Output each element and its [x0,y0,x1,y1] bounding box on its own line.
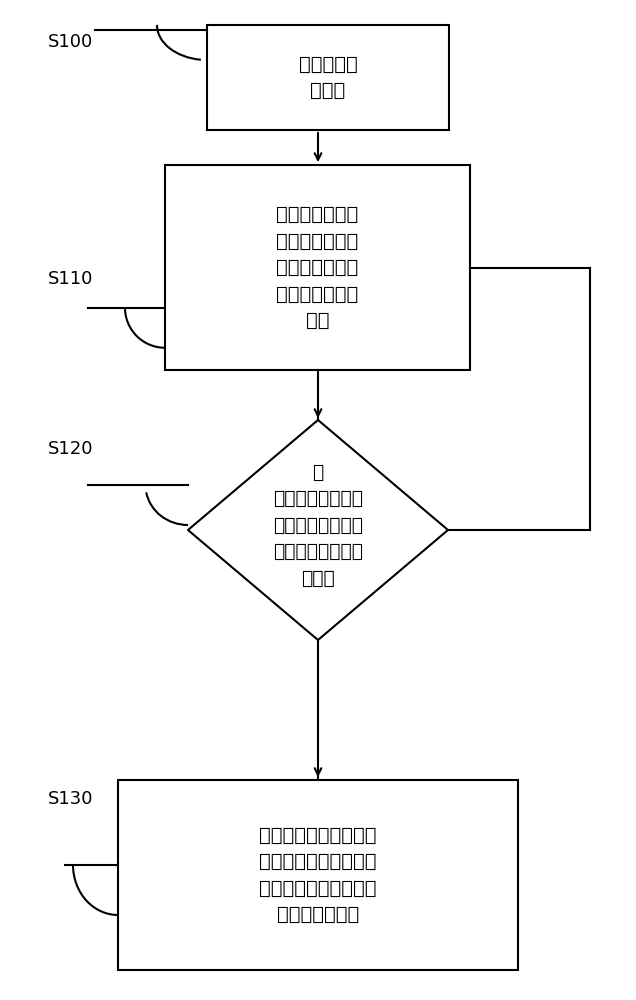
Text: 三
个光接收部件中的
任意光接收部件检
测光线以生成光检
测信号: 三 个光接收部件中的 任意光接收部件检 测光线以生成光检 测信号 [273,462,363,587]
Text: S130: S130 [48,790,93,808]
Text: 风扇摇头组
件通电: 风扇摇头组 件通电 [299,55,357,100]
Bar [165,165,470,370]
Text: S120: S120 [48,440,93,458]
Text: 控制部件根据光检测信
号确定接收到光线的光
接收部件以确定风扇摇
头组件所在位置: 控制部件根据光检测信 号确定接收到光线的光 接收部件以确定风扇摇 头组件所在位置 [259,826,377,924]
Bar [118,780,518,970]
Text: 风扇摇头组件开
始旋转，光发射
部件被控制部件
开通并开始发射
光线: 风扇摇头组件开 始旋转，光发射 部件被控制部件 开通并开始发射 光线 [277,205,359,330]
Bar [207,25,449,130]
Polygon shape [188,420,448,640]
Text: S100: S100 [48,33,93,51]
Text: S110: S110 [48,270,93,288]
